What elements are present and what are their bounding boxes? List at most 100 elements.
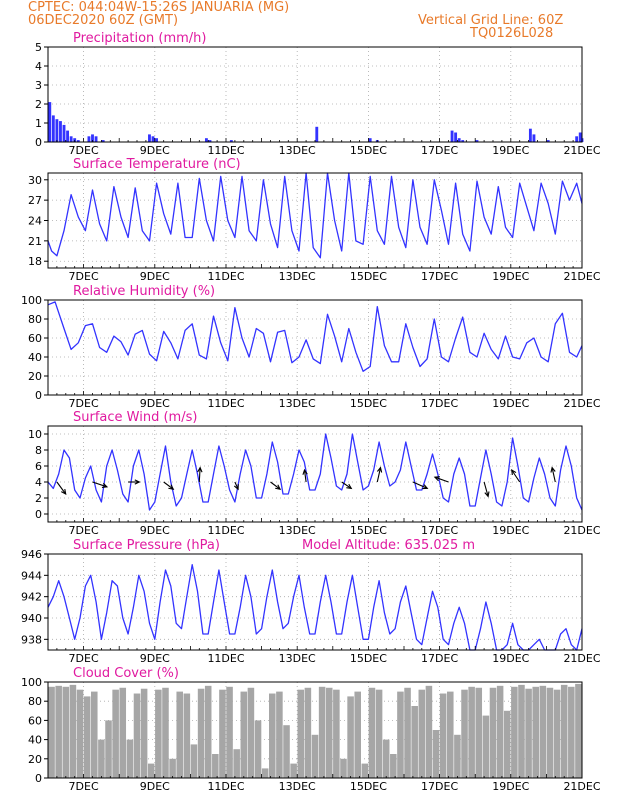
x-tick-label: 15DEC (350, 270, 387, 283)
cloud-cover-bar (418, 689, 426, 778)
cloud-cover-bar (226, 686, 233, 778)
precipitation-bar (457, 138, 461, 142)
y-tick-label: 2 (35, 98, 42, 111)
cloud-cover-bar (112, 689, 119, 778)
x-tick-label: 13DEC (279, 144, 316, 157)
wind-arrow-head (302, 468, 308, 475)
cloud-cover-bar (204, 685, 212, 778)
cloud-cover-bar (432, 730, 440, 778)
cloud-cover-bar (560, 684, 568, 778)
cloud-cover-bar (133, 693, 141, 778)
y-tick-label: 0 (35, 389, 42, 402)
cloud-cover-bar (55, 685, 62, 778)
y-tick-label: 100 (21, 294, 42, 307)
x-tick-label: 9DEC (140, 270, 170, 283)
cloud-cover-bar (368, 687, 376, 778)
wind-arrow (270, 481, 281, 490)
wind-arrow (198, 467, 201, 483)
x-tick-label: 9DEC (140, 780, 170, 793)
cloud-cover-bar (76, 689, 84, 778)
x-tick-label: 21DEC (563, 144, 600, 157)
x-tick-label: 19DEC (492, 144, 529, 157)
cloud-cover-bar (340, 758, 347, 778)
precipitation-bar (155, 138, 159, 142)
precipitation-bar (461, 140, 465, 142)
y-tick-label: 0 (35, 508, 42, 521)
precipitation-bar (546, 140, 550, 142)
cloud-cover-bar (361, 763, 369, 778)
wind-arrow (56, 481, 67, 495)
cloud-cover-bar (575, 683, 582, 778)
cloud-cover-bar (162, 687, 169, 778)
wind-arrow (376, 467, 382, 483)
x-tick-label: 15DEC (350, 652, 387, 665)
cloud-cover-bar (546, 687, 554, 778)
cloud-cover-bar (454, 734, 461, 778)
precipitation-bar (55, 119, 59, 142)
y-tick-label: 40 (28, 734, 42, 747)
cloud-cover-bar (269, 693, 276, 778)
x-tick-label: 11DEC (207, 270, 244, 283)
cloud-cover-bar (511, 686, 518, 778)
x-tick-label: 21DEC (563, 652, 600, 665)
wind-arrow-head (168, 484, 175, 490)
cloud-cover-bar (169, 758, 176, 778)
x-tick-label: 9DEC (140, 397, 170, 410)
x-tick-label: 11DEC (207, 144, 244, 157)
precipitation-bar (475, 140, 479, 142)
cloud-cover-bar (261, 768, 269, 778)
cloud-cover-bar (183, 693, 191, 778)
x-tick-label: 7DEC (69, 144, 99, 157)
cloud-cover-bar (447, 691, 454, 778)
cloud-cover-bar (276, 691, 283, 778)
precipitation-bar (229, 140, 233, 142)
precipitation-bar (148, 134, 151, 142)
wind-arrow-head (433, 476, 440, 482)
cloud-cover-bar (482, 715, 490, 778)
x-tick-label: 17DEC (421, 397, 458, 410)
cloud-cover-bar (290, 763, 297, 778)
y-tick-label: 60 (28, 714, 42, 727)
x-tick-label: 19DEC (492, 652, 529, 665)
cloud-cover-bar (105, 720, 112, 778)
y-tick-label: 60 (28, 332, 42, 345)
y-tick-label: 20 (28, 753, 42, 766)
y-tick-label: 3 (35, 79, 42, 92)
x-tick-label: 7DEC (69, 270, 99, 283)
x-tick-label: 15DEC (350, 780, 387, 793)
precipitation-bar (450, 130, 454, 142)
cloud-cover-bar (503, 710, 511, 778)
precipitation-bar (151, 136, 155, 142)
cloud-cover-bar (155, 689, 162, 778)
x-tick-label: 21DEC (563, 524, 600, 537)
x-tick-label: 9DEC (140, 144, 170, 157)
wind-arrow-head (550, 466, 556, 473)
x-tick-label: 11DEC (207, 397, 244, 410)
cloud-cover-bar (91, 691, 98, 778)
wind-arrow-head (101, 482, 109, 488)
wind-arrow-head (61, 488, 67, 496)
precipitation-bar (578, 132, 582, 142)
y-tick-label: 5 (35, 41, 42, 54)
wind-arrow (434, 476, 449, 483)
cloud-cover-bar (439, 693, 447, 778)
x-tick-label: 7DEC (69, 780, 99, 793)
x-tick-label: 17DEC (421, 144, 458, 157)
y-tick-label: 942 (21, 591, 42, 604)
precipitation-bar (94, 136, 98, 142)
wind-arrow-head (197, 466, 203, 473)
y-tick-label: 100 (21, 676, 42, 689)
precipitation-bar (101, 140, 105, 142)
y-tick-label: 24 (28, 215, 42, 228)
precipitation-bar (76, 140, 80, 142)
x-tick-label: 15DEC (350, 524, 387, 537)
cloud-cover-bar (283, 725, 290, 778)
model-altitude-label: Model Altitude: 635.025 m (302, 538, 475, 553)
cloud-cover-bar (197, 688, 205, 778)
humidity-line (47, 301, 583, 372)
wind-arrow-head (510, 468, 517, 476)
wind-speed-line (47, 433, 583, 511)
cloud-cover-bar (247, 687, 255, 778)
header-grid-line: Vertical Grid Line: 60Z (418, 13, 564, 28)
panel-frame (47, 46, 583, 143)
